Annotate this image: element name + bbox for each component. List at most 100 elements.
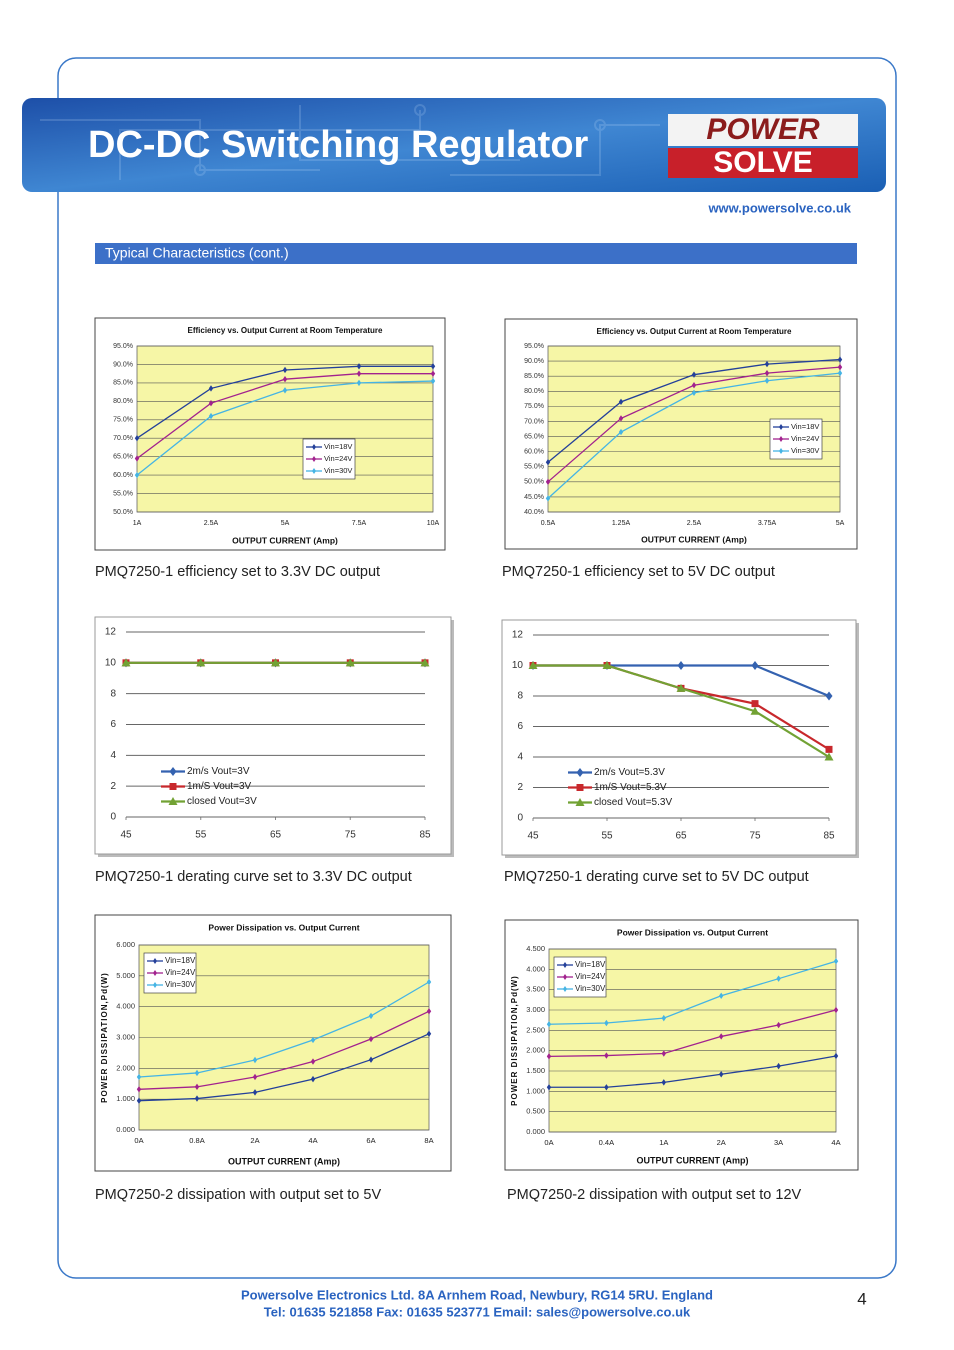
legend-label: Vin=24V — [165, 968, 196, 977]
banner-circuit — [40, 104, 660, 180]
legend-label: 1m/S Vout=3V — [187, 781, 252, 792]
data-point — [691, 389, 697, 396]
data-point — [833, 1006, 839, 1014]
data-point — [691, 382, 697, 389]
y-tick-label: 12 — [512, 630, 524, 641]
data-point — [677, 661, 685, 670]
y-tick-label: 55.0% — [524, 464, 544, 471]
x-tick-label: 2.5A — [204, 520, 219, 527]
data-point — [837, 363, 843, 371]
series-line — [138, 1033, 430, 1102]
legend-label: Vin=18V — [791, 422, 819, 431]
data-point — [208, 385, 214, 392]
data-point — [310, 1058, 316, 1065]
data-point — [252, 1073, 258, 1081]
x-tick-label: 85 — [419, 830, 431, 841]
y-tick-label: 8 — [110, 688, 116, 699]
x-axis-label: OUTPUT CURRENT (Amp) — [228, 1156, 340, 1166]
legend-marker — [312, 468, 316, 474]
data-point — [252, 1089, 258, 1096]
data-point — [604, 1052, 609, 1059]
data-point — [776, 975, 781, 982]
y-tick-label: 75.0% — [524, 403, 544, 410]
y-tick-label: 12 — [105, 627, 117, 638]
x-tick-label: 65 — [270, 830, 282, 841]
legend-label: Vin=24V — [324, 454, 352, 463]
y-tick-label: 70.0% — [524, 418, 544, 425]
legend-label: Vin=18V — [575, 960, 606, 969]
data-point — [208, 399, 214, 407]
data-point — [719, 992, 724, 999]
legend-marker — [576, 784, 584, 791]
y-tick-label: 0.000 — [116, 1125, 135, 1134]
x-tick-label: 45 — [527, 831, 539, 842]
y-tick-label: 70.0% — [113, 435, 133, 442]
data-point — [310, 1036, 316, 1044]
x-tick-label: 45 — [120, 830, 132, 841]
data-point — [545, 478, 551, 486]
y-tick-label: 0 — [110, 812, 116, 823]
y-tick-label: 45.0% — [524, 494, 544, 501]
data-point — [825, 691, 833, 701]
x-tick-label: 2A — [250, 1136, 259, 1145]
caption: PMQ7250-1 derating curve set to 5V DC ou… — [504, 869, 809, 885]
website[interactable]: www.powersolve.co.uk — [707, 200, 851, 215]
legend-marker — [312, 444, 316, 450]
data-point — [136, 1086, 142, 1093]
data-point — [824, 752, 834, 761]
chart: 0.5A 1.25A 2.5A 3.75A 5A 40.0% 45.0% 50.0% 55.0%… — [504, 318, 858, 550]
y-tick-label: 65.0% — [113, 454, 133, 461]
legend-label: closed Vout=3V — [187, 796, 257, 807]
footer-contact: Tel: 01635 521858 Fax: 01635 523771 Emai… — [264, 1304, 691, 1319]
y-tick-label: 4.000 — [526, 964, 545, 973]
x-tick-label: 2.5A — [687, 520, 702, 527]
y-tick-label: 0.500 — [526, 1107, 545, 1116]
y-tick-label: 0 — [517, 813, 523, 824]
data-point — [546, 1021, 552, 1028]
data-point — [602, 661, 612, 669]
legend-marker — [168, 797, 178, 805]
y-tick-label: 6.000 — [116, 940, 135, 949]
data-point — [430, 363, 436, 370]
data-point — [356, 363, 362, 370]
x-tick-label: 65 — [675, 831, 687, 842]
data-point — [546, 1053, 552, 1060]
data-point — [136, 1097, 142, 1104]
y-tick-label: 1.000 — [526, 1086, 545, 1095]
data-point — [719, 1033, 724, 1040]
data-point — [356, 379, 362, 387]
y-tick-label: 85.0% — [113, 380, 133, 387]
section-title: Typical Characteristics (cont.) — [105, 245, 289, 261]
y-tick-label: 85.0% — [524, 373, 544, 380]
data-point — [282, 376, 288, 383]
series-line — [548, 960, 837, 1025]
data-point — [750, 706, 760, 715]
data-point — [194, 1083, 200, 1091]
x-tick-label: 0A — [134, 1136, 143, 1145]
x-axis-label: OUTPUT CURRENT (Amp) — [232, 535, 338, 545]
x-tick-label: 7.5A — [352, 520, 367, 527]
logo-top-bg — [668, 114, 858, 146]
caption: PMQ7250-1 efficiency set to 3.3V DC outp… — [95, 564, 380, 580]
caption: PMQ7250-1 efficiency set to 5V DC output — [502, 564, 775, 580]
series-line — [548, 1009, 837, 1058]
chart-title: Power Dissipation vs. Output Current — [617, 927, 768, 937]
x-tick-label: 5A — [281, 520, 290, 527]
y-tick-label: 3.500 — [526, 985, 545, 994]
chart: 0A 0.4A 1A 2A 3A 4A 0.000 0.500 1.000 1.500 2.000 2… — [504, 919, 859, 1171]
data-point — [121, 658, 131, 667]
logo-top: POWER — [706, 113, 820, 146]
y-tick-label: 6 — [517, 721, 523, 732]
y-tick-label: 1.500 — [526, 1066, 545, 1075]
y-tick-label: 80.0% — [524, 388, 544, 395]
legend-label: Vin=30V — [791, 446, 819, 455]
data-point — [134, 435, 140, 442]
logo-bottom-bg — [668, 148, 858, 178]
y-tick-label: 2.500 — [526, 1025, 545, 1034]
y-tick-label: 2.000 — [526, 1046, 545, 1055]
data-point — [776, 1021, 781, 1029]
legend-marker — [153, 970, 157, 976]
data-point — [751, 700, 759, 708]
